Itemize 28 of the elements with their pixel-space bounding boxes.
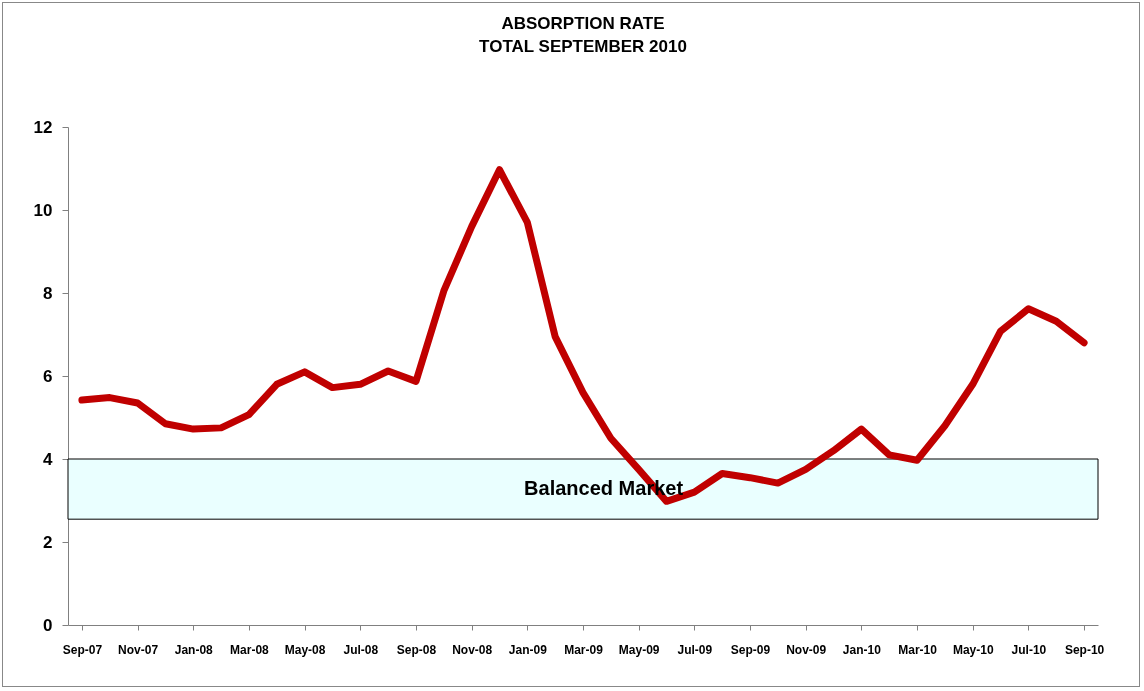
x-tick-label: Sep-09 (730, 642, 771, 657)
x-tick-label: Jul-09 (677, 642, 713, 657)
x-tick-label: May-08 (284, 642, 326, 657)
x-tick-label: Jan-10 (842, 642, 882, 657)
x-tick-label: Jul-10 (1011, 642, 1047, 657)
x-tick-label: Jan-08 (174, 642, 214, 657)
x-tick-label: May-10 (952, 642, 994, 657)
x-tick-label: Nov-09 (786, 642, 827, 657)
y-tick-label: 4 (43, 449, 54, 469)
chart-title: ABSORPTION RATE (501, 14, 665, 33)
x-tick-label: Mar-09 (564, 642, 604, 657)
y-tick-label: 10 (33, 200, 53, 220)
x-tick-label: Mar-10 (898, 642, 938, 657)
x-tick-label: Sep-08 (396, 642, 437, 657)
y-tick-label: 2 (43, 532, 53, 552)
x-tick-label: Sep-07 (62, 642, 103, 657)
x-tick-label: May-09 (618, 642, 660, 657)
chart-subtitle: TOTAL SEPTEMBER 2010 (479, 37, 687, 56)
x-tick-label: Jan-09 (508, 642, 548, 657)
x-tick-label: Sep-10 (1064, 642, 1105, 657)
y-tick-label: 0 (43, 615, 53, 635)
x-tick-label: Nov-08 (452, 642, 493, 657)
x-tick-label: Jul-08 (343, 642, 379, 657)
y-tick-label: 6 (43, 366, 53, 386)
y-tick-label: 8 (43, 283, 53, 303)
y-tick-label: 12 (33, 117, 53, 137)
x-tick-label: Nov-07 (118, 642, 159, 657)
x-tick-label: Mar-08 (230, 642, 270, 657)
